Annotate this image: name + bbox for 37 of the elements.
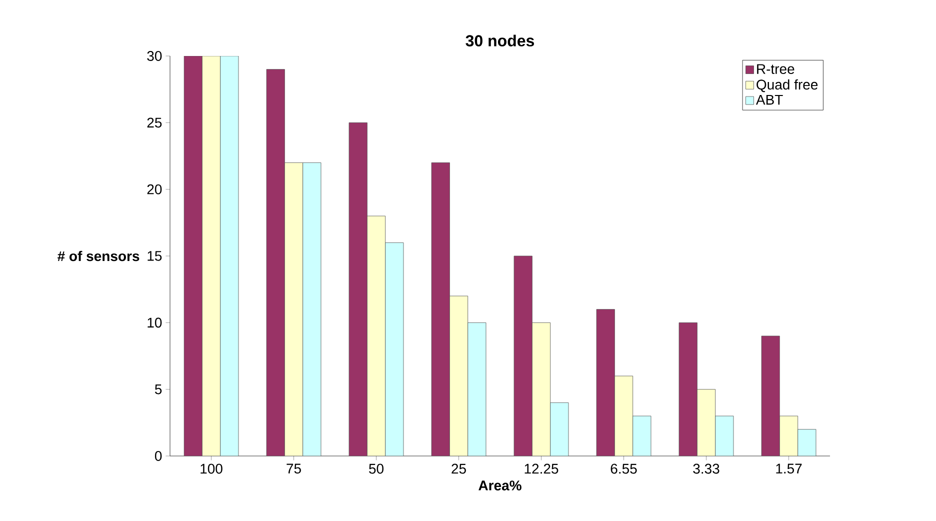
y-tick-label: 10 — [148, 318, 162, 328]
x-tick-label: 12.25 — [524, 464, 558, 474]
y-tick-label: 0 — [154, 451, 162, 461]
bar — [202, 56, 221, 456]
bar — [798, 429, 816, 456]
x-axis-title: Area% — [478, 480, 522, 490]
y-tick-label: 30 — [147, 51, 162, 61]
legend-label: ABT — [756, 94, 783, 105]
x-tick-label: 6.55 — [610, 464, 637, 474]
bar — [220, 56, 239, 456]
bar — [468, 322, 486, 456]
x-tick-label: 100 — [200, 464, 222, 474]
x-tick-label: 3.33 — [693, 464, 720, 474]
bar — [779, 416, 798, 456]
y-tick-label: 25 — [147, 118, 162, 128]
bar — [385, 242, 404, 456]
x-tick-label: 50 — [369, 464, 384, 474]
legend-label: Quad free — [756, 79, 818, 92]
bar — [696, 389, 716, 456]
bar — [284, 162, 304, 456]
y-tick-label: 5 — [154, 384, 162, 394]
bar — [366, 216, 386, 456]
bar — [532, 322, 551, 456]
y-axis-title: # of sensors — [58, 250, 140, 262]
y-tick-label: 15 — [148, 251, 162, 261]
legend-label: R-tree — [757, 64, 794, 74]
bar — [614, 376, 634, 456]
bar — [449, 296, 468, 456]
x-tick-label: 75 — [286, 464, 301, 474]
bar — [715, 416, 734, 456]
bar — [302, 162, 322, 456]
x-tick-label: 1.57 — [776, 464, 802, 474]
y-tick-label: 20 — [147, 184, 162, 194]
chart-title: 30 nodes — [466, 34, 534, 46]
bar — [632, 416, 652, 456]
bar — [550, 402, 569, 456]
x-tick-label: 25 — [452, 464, 466, 474]
